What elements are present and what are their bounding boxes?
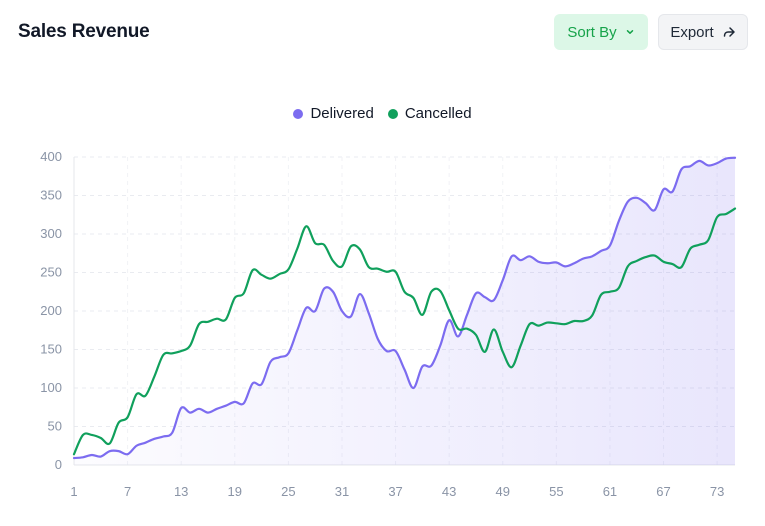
sort-by-button[interactable]: Sort By [554, 14, 648, 50]
x-tick-label: 55 [549, 484, 563, 499]
x-tick-label: 43 [442, 484, 456, 499]
x-tick-label: 31 [335, 484, 349, 499]
legend-item-delivered[interactable]: Delivered [293, 105, 374, 122]
y-tick-label: 0 [55, 457, 62, 472]
x-tick-label: 19 [228, 484, 242, 499]
chart-legend: Delivered Cancelled [0, 105, 765, 122]
y-tick-label: 200 [40, 303, 62, 318]
y-tick-label: 350 [40, 188, 62, 203]
x-tick-label: 67 [656, 484, 670, 499]
x-tick-label: 1 [70, 484, 77, 499]
sort-by-label: Sort By [567, 23, 617, 41]
y-tick-label: 100 [40, 380, 62, 395]
y-tick-label: 150 [40, 342, 62, 357]
x-tick-label: 7 [124, 484, 131, 499]
y-tick-label: 300 [40, 226, 62, 241]
share-arrow-icon [722, 25, 736, 39]
x-tick-label: 13 [174, 484, 188, 499]
x-tick-label: 25 [281, 484, 295, 499]
legend-item-cancelled[interactable]: Cancelled [387, 105, 472, 122]
series-area-delivered [74, 157, 735, 465]
export-button[interactable]: Export [658, 14, 748, 50]
x-tick-label: 73 [710, 484, 724, 499]
x-tick-label: 61 [603, 484, 617, 499]
x-tick-label: 37 [388, 484, 402, 499]
legend-marker-delivered [293, 108, 304, 119]
y-tick-label: 50 [48, 419, 62, 434]
export-label: Export [670, 23, 714, 41]
card-header: Sales Revenue Sort By Export [0, 0, 765, 66]
series-line-delivered [72, 156, 737, 460]
y-tick-label: 250 [40, 265, 62, 280]
x-tick-label: 49 [496, 484, 510, 499]
legend-marker-cancelled [387, 108, 398, 119]
chevron-down-icon [625, 27, 635, 37]
legend-label-delivered: Delivered [310, 105, 374, 122]
legend-label-cancelled: Cancelled [404, 105, 472, 122]
series-line-cancelled [72, 207, 737, 456]
y-tick-label: 400 [40, 149, 62, 164]
card-title: Sales Revenue [18, 21, 150, 42]
